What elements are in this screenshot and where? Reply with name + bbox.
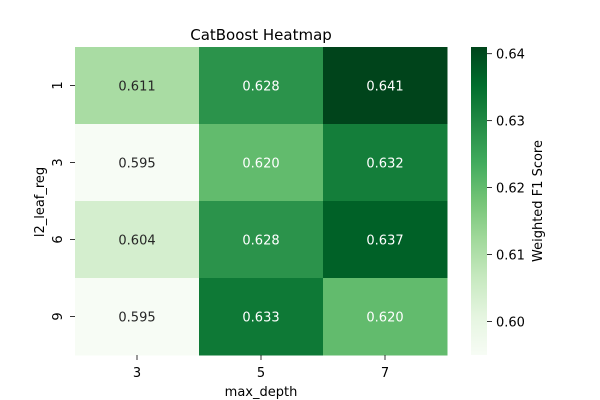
colorbar-tick-label: 0.63 xyxy=(496,115,525,130)
heatmap-cell xyxy=(75,278,200,356)
cell-value-label: 0.641 xyxy=(366,80,403,95)
y-tick-label: 9 xyxy=(51,312,66,320)
cell-value-label: 0.595 xyxy=(118,311,155,326)
colorbar-gradient xyxy=(471,47,487,355)
colorbar-label: Weighted F1 Score xyxy=(531,140,546,262)
colorbar-tick-label: 0.61 xyxy=(496,249,525,264)
colorbar-tick-label: 0.64 xyxy=(496,48,525,63)
colorbar: 0.60 0.61 0.62 0.63 0.64 Weighted F1 Score xyxy=(471,47,546,355)
cell-value-label: 0.628 xyxy=(242,234,279,249)
heatmap-cell xyxy=(323,47,448,125)
cell-value-label: 0.595 xyxy=(118,157,155,172)
heatmap-cells: 0.611 0.628 0.641 0.595 0.620 0.632 0.604 0.628… xyxy=(75,47,448,356)
cell-value-label: 0.632 xyxy=(366,157,403,172)
cell-value-label: 0.637 xyxy=(366,234,403,249)
x-tick-label: 5 xyxy=(257,366,265,381)
x-tick-label: 3 xyxy=(133,366,141,381)
colorbar-tick-label: 0.60 xyxy=(496,316,525,331)
cell-value-label: 0.620 xyxy=(366,311,403,326)
heatmap-cell xyxy=(199,47,324,125)
cell-value-label: 0.628 xyxy=(242,80,279,95)
colorbar-ticks: 0.60 0.61 0.62 0.63 0.64 xyxy=(487,48,525,331)
heatmap-cell xyxy=(199,201,324,279)
x-tick-label: 7 xyxy=(381,366,389,381)
heatmap-cell xyxy=(323,124,448,202)
cell-value-label: 0.633 xyxy=(242,311,279,326)
heatmap-cell xyxy=(323,201,448,279)
cell-value-label: 0.611 xyxy=(118,80,155,95)
heatmap-cell xyxy=(323,278,448,356)
y-tick-label: 1 xyxy=(51,81,66,89)
heatmap-cell xyxy=(199,278,324,356)
y-tick-label: 3 xyxy=(51,158,66,166)
y-axis: 1 3 6 9 xyxy=(51,81,75,321)
colorbar-tick-label: 0.62 xyxy=(496,182,525,197)
heatmap-cell xyxy=(75,47,200,125)
heatmap-cell xyxy=(75,124,200,202)
x-axis: 3 5 7 xyxy=(133,355,389,381)
y-axis-label: l2_leaf_reg xyxy=(33,167,48,237)
heatmap-cell xyxy=(199,124,324,202)
heatmap-cell xyxy=(75,201,200,279)
cell-value-label: 0.620 xyxy=(242,157,279,172)
chart-title: CatBoost Heatmap xyxy=(190,26,332,44)
cell-value-label: 0.604 xyxy=(118,234,155,249)
y-tick-label: 6 xyxy=(51,235,66,243)
x-axis-label: max_depth xyxy=(225,385,298,400)
